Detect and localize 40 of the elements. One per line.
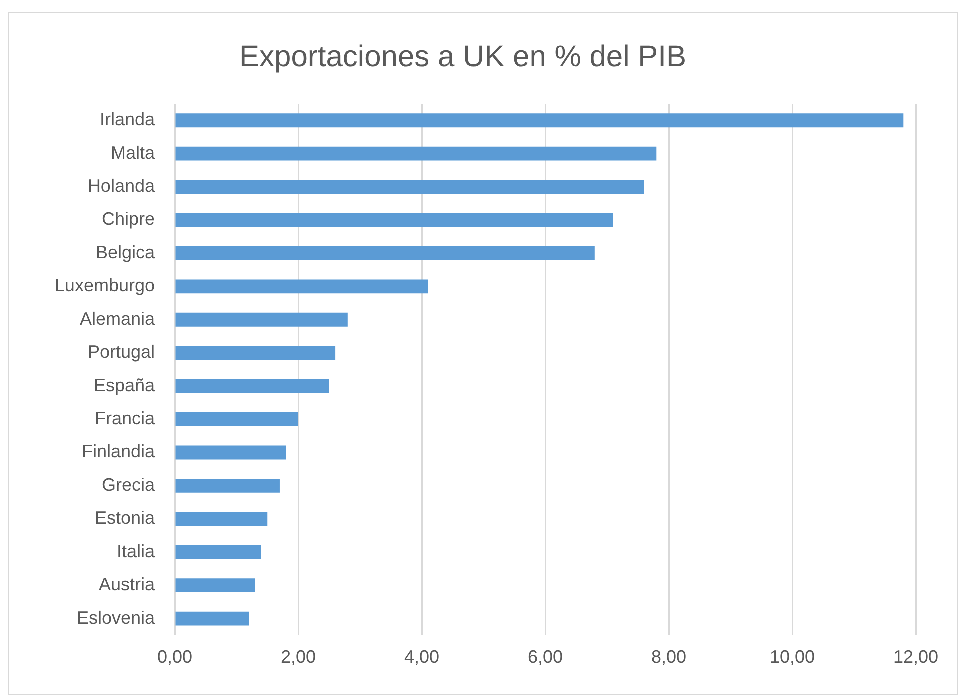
y-tick-label: Malta (110, 142, 156, 163)
bar (176, 446, 286, 460)
y-tick-label: Chipre (102, 209, 155, 230)
bar (176, 478, 280, 493)
y-tick-label: Francia (94, 408, 156, 428)
bar (176, 379, 330, 394)
y-tick-label: Austria (98, 574, 156, 595)
bar (176, 578, 256, 593)
x-tick-label: 12,00 (893, 647, 939, 668)
y-tick-label: Eslovenia (76, 608, 156, 628)
bar (176, 180, 644, 194)
bar (176, 146, 657, 161)
x-tick-label: 10,00 (770, 647, 816, 668)
x-tick-label: 8,00 (651, 647, 687, 668)
y-tick-label: Grecia (102, 474, 156, 495)
y-tick-label: Finlandia (82, 442, 156, 462)
bar (176, 114, 904, 128)
bar (176, 545, 262, 560)
bar (176, 612, 250, 626)
y-tick-label: Luxemburgo (54, 276, 155, 296)
x-tick-label: 0,00 (157, 647, 193, 668)
bar (176, 246, 595, 260)
y-tick-label: Alemania (80, 308, 156, 329)
bar (176, 512, 268, 526)
x-tick-label: 4,00 (404, 647, 440, 668)
y-tick-label: Irlanda (100, 110, 156, 130)
y-tick-label: Italia (116, 541, 156, 562)
chart-title: Exportaciones a UK en % del PIB (240, 40, 686, 74)
x-tick-label: 2,00 (280, 647, 316, 668)
y-tick-label: España (94, 375, 156, 396)
x-tick-label: 6,00 (528, 647, 564, 668)
bar (176, 280, 428, 294)
y-tick-label: Belgica (96, 242, 156, 262)
bar (176, 346, 336, 360)
y-tick-label: Holanda (88, 176, 156, 196)
y-tick-label: Portugal (88, 342, 155, 362)
bar (176, 312, 348, 327)
bar (176, 213, 614, 228)
bar (176, 412, 298, 426)
y-tick-label: Estonia (94, 508, 156, 528)
